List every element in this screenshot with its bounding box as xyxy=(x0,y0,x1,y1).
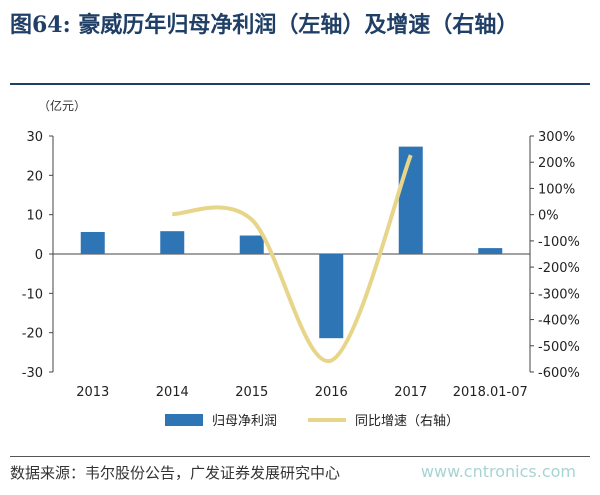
x-tick-label: 2016 xyxy=(315,385,348,400)
footer-divider xyxy=(10,456,590,457)
right-tick-label: -200% xyxy=(538,261,580,276)
bar-2014 xyxy=(160,231,185,254)
bar-series xyxy=(80,146,503,339)
data-source-note: 数据来源：韦尔股份公告，广发证券发展研究中心 xyxy=(10,464,341,482)
left-tick-label: 20 xyxy=(26,169,43,184)
left-tick-label: -20 xyxy=(22,327,43,342)
legend: 归母净利润 同比增速（右轴） xyxy=(165,414,459,429)
legend-line-label: 同比增速（右轴） xyxy=(355,414,459,429)
right-tick-label: 0% xyxy=(538,209,559,224)
right-tick-label: -400% xyxy=(538,314,580,329)
x-tick-label: 2015 xyxy=(235,385,268,400)
x-tick-label: 2017 xyxy=(394,385,427,400)
plot-frame xyxy=(52,136,531,372)
bar-2017 xyxy=(398,146,423,254)
bar-line-chart: （亿元） 30 20 10 0 -10 -20 -30 300% 200% 100% 0% -100… xyxy=(22,98,580,429)
bar-2018.01-07 xyxy=(478,248,503,254)
left-tick-label: -10 xyxy=(22,287,43,302)
legend-bar-label: 归母净利润 xyxy=(212,414,277,429)
left-tick-label: 30 xyxy=(26,130,43,145)
figure-title: 豪威历年归母净利润（左轴）及增速（右轴） xyxy=(78,12,519,38)
left-axis-ticks: 30 20 10 0 -10 -20 -30 xyxy=(22,130,53,381)
x-axis-labels: 2013 2014 2015 2016 2017 2018.01-07 xyxy=(76,385,528,400)
title-divider xyxy=(10,83,590,85)
right-tick-label: -100% xyxy=(538,235,580,250)
left-tick-label: -30 xyxy=(22,366,43,381)
x-tick-label: 2013 xyxy=(76,385,109,400)
right-tick-label: -500% xyxy=(538,340,580,355)
right-axis-ticks: 300% 200% 100% 0% -100% -200% -300% -400% -500% -… xyxy=(530,130,580,381)
x-tick-label: 2014 xyxy=(156,385,189,400)
watermark: www.cntronics.com xyxy=(420,462,576,481)
x-tick-label: 2018.01-07 xyxy=(453,385,528,400)
bar-2013 xyxy=(80,231,105,254)
left-tick-label: 0 xyxy=(35,248,43,263)
bar-2016 xyxy=(319,254,344,339)
right-tick-label: -600% xyxy=(538,366,580,381)
right-tick-label: 300% xyxy=(538,130,575,145)
chart-title: 图64: 豪威历年归母净利润（左轴）及增速（右轴） xyxy=(10,8,590,42)
legend-bar-swatch xyxy=(165,414,203,426)
growth-rate-line xyxy=(172,154,413,363)
right-tick-label: 200% xyxy=(538,156,575,171)
right-tick-label: -300% xyxy=(538,287,580,302)
left-axis-unit-label: （亿元） xyxy=(38,98,86,113)
figure-number: 图64: xyxy=(10,12,71,38)
right-tick-label: 100% xyxy=(538,182,575,197)
bar-2015 xyxy=(239,235,264,254)
left-tick-label: 10 xyxy=(26,209,43,224)
